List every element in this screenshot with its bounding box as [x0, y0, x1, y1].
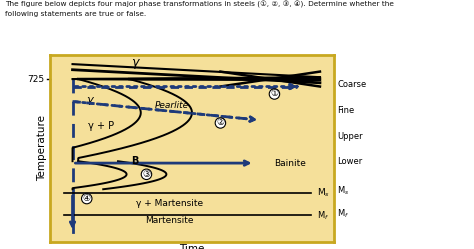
Text: ③: ③ [142, 170, 151, 179]
Text: Fine: Fine [337, 106, 354, 115]
Text: B: B [131, 156, 139, 166]
Text: γ + Martensite: γ + Martensite [136, 199, 203, 208]
Text: Upper: Upper [337, 132, 363, 141]
Text: The figure below depicts four major phase transformations in steels (①, ②, ③, ④): The figure below depicts four major phas… [5, 1, 393, 8]
Text: Bainite: Bainite [274, 159, 306, 168]
Text: Coarse: Coarse [337, 80, 366, 89]
Text: γ: γ [86, 95, 93, 105]
Text: following statements are true or false.: following statements are true or false. [5, 11, 146, 17]
X-axis label: Time: Time [179, 244, 205, 249]
Text: M$_f$: M$_f$ [337, 207, 349, 220]
Text: M$_s$: M$_s$ [317, 187, 330, 199]
Text: γ + P: γ + P [88, 121, 114, 131]
Text: ①: ① [270, 89, 279, 99]
Y-axis label: Temperature: Temperature [37, 115, 47, 181]
Text: Pearlite: Pearlite [155, 101, 189, 110]
Text: ④: ④ [82, 194, 91, 203]
Text: ②: ② [216, 119, 225, 127]
Text: Lower: Lower [337, 157, 362, 166]
Text: Martensite: Martensite [145, 216, 193, 226]
Text: M$_s$: M$_s$ [337, 185, 349, 197]
Text: 725: 725 [27, 74, 44, 84]
Text: γ: γ [131, 56, 139, 69]
Text: M$_f$: M$_f$ [317, 209, 329, 222]
